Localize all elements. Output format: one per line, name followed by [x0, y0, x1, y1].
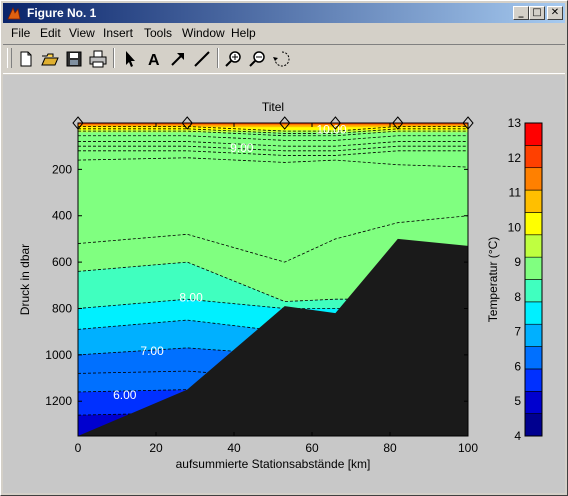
colorbar-segment: [524, 189, 543, 213]
y-tick-label: 600: [52, 255, 72, 269]
x-tick-label: 60: [305, 441, 319, 455]
zoom-in-icon[interactable]: [223, 48, 245, 70]
contour-line: [78, 145, 468, 152]
new-figure-icon[interactable]: [15, 48, 37, 70]
colorbar-label: Temperatur (°C): [486, 237, 500, 322]
open-file-icon[interactable]: [39, 48, 61, 70]
contour-label: 8.00: [179, 291, 203, 305]
colorbar-tick-label: 7: [514, 325, 521, 339]
colorbar-tick-label: 9: [514, 255, 521, 269]
contour-plot: 10.00 9.00 8.00 7.00 6.00 0 20 40 60 80 100 200 400 6…: [3, 75, 565, 493]
colorbar-segment: [524, 167, 543, 191]
figure-canvas: 10.00 9.00 8.00 7.00 6.00 0 20 40 60 80 100 200 400 6…: [3, 75, 565, 493]
menu-window[interactable]: Window: [182, 26, 225, 40]
contour-line: [78, 150, 468, 156]
x-tick-label: 80: [383, 441, 397, 455]
menu-bar: File Edit View Insert Tools Window Help: [3, 24, 565, 43]
save-icon[interactable]: [63, 48, 85, 70]
station-marker: [329, 116, 342, 130]
y-tick-label: 1200: [45, 394, 72, 408]
station-marker: [72, 116, 84, 130]
colorbar-segment: [524, 346, 543, 370]
y-tick-label: 400: [52, 209, 72, 223]
contour-label: 7.00: [140, 344, 164, 358]
colorbar-tick-label: 6: [514, 359, 521, 373]
contour-line: [78, 215, 468, 263]
contour-line: [78, 157, 468, 168]
colorbar-tick-label: 11: [509, 186, 522, 200]
station-marker: [462, 116, 474, 130]
colorbar-box: [524, 122, 543, 437]
colorbar-tick-label: 8: [514, 290, 521, 304]
colorbar-segment: [524, 301, 543, 325]
menu-edit[interactable]: Edit: [40, 26, 61, 40]
toolbar-separator: [217, 48, 219, 68]
colorbar-segment: [524, 122, 543, 146]
colorbar-segment: [524, 145, 543, 169]
filled-region: [78, 123, 468, 125]
menu-view[interactable]: View: [69, 26, 95, 40]
colorbar-segment: [524, 212, 543, 236]
rotate-3d-icon[interactable]: [271, 48, 293, 70]
colorbar-segment: [524, 368, 543, 392]
colorbar-segment: [524, 256, 543, 280]
menu-help[interactable]: Help: [231, 26, 256, 40]
contour-line: [78, 261, 468, 302]
axes-box: [77, 122, 469, 437]
y-tick-label: 200: [52, 162, 72, 176]
station-marker: [279, 116, 291, 130]
contour-line: [78, 128, 468, 134]
matlab-logo-icon: [7, 6, 21, 20]
x-tick-label: 0: [75, 441, 82, 455]
y-tick-label: 1000: [45, 348, 72, 362]
colorbar-tick-label: 4: [514, 429, 521, 443]
station-marker: [392, 116, 404, 130]
contour-label: 6.00: [113, 388, 137, 402]
menu-insert[interactable]: Insert: [103, 26, 134, 40]
colorbar-segment: [524, 413, 543, 437]
x-tick-label: 100: [458, 441, 478, 455]
colorbar-tick-label: 5: [514, 394, 521, 408]
window-title: Figure No. 1: [27, 6, 97, 20]
y-axis-label: Druck in dbar: [18, 244, 32, 315]
contour-line: [78, 130, 468, 137]
maximize-button[interactable]: □: [529, 6, 545, 20]
contour-line: [78, 126, 468, 132]
plot-area: [78, 123, 468, 436]
edit-plot-arrow-icon[interactable]: [119, 48, 141, 70]
x-axis-label: aufsummierte Stationsabstände [km]: [176, 457, 371, 471]
chart-title: Titel: [262, 100, 284, 114]
zoom-out-icon[interactable]: [247, 48, 269, 70]
x-tick-label: 40: [227, 441, 241, 455]
menu-file[interactable]: File: [11, 26, 31, 40]
colorbar-segment: [524, 323, 543, 347]
contour-label: 9.00: [230, 141, 254, 155]
print-icon[interactable]: [87, 48, 109, 70]
insert-line-icon[interactable]: [191, 48, 213, 70]
colorbar-segment: [524, 390, 543, 414]
colorbar-segment: [524, 234, 543, 258]
minimize-button[interactable]: _: [513, 6, 529, 20]
station-marker: [181, 116, 193, 130]
insert-text-icon[interactable]: A: [143, 48, 165, 70]
seafloor-mask: [78, 238, 468, 436]
x-tick-label: 20: [149, 441, 163, 455]
insert-arrow-icon[interactable]: [167, 48, 189, 70]
close-button[interactable]: ✕: [547, 6, 563, 20]
colorbar-tick-label: 13: [508, 116, 522, 130]
contour-label: 10.00: [316, 122, 346, 136]
colorbar-tick-label: 10: [508, 220, 522, 234]
title-bar[interactable]: Figure No. 1 _ □ ✕: [3, 3, 565, 23]
contour-line: [78, 141, 468, 147]
svg-text:A: A: [148, 52, 160, 69]
contour-line: [78, 135, 468, 141]
menu-tools[interactable]: Tools: [144, 26, 173, 40]
toolbar-grip[interactable]: [7, 48, 12, 68]
colorbar-segment: [524, 279, 543, 303]
toolbar: A: [3, 44, 565, 74]
toolbar-separator: [113, 48, 115, 68]
colorbar-tick-label: 12: [508, 151, 522, 165]
y-tick-label: 800: [52, 301, 72, 315]
